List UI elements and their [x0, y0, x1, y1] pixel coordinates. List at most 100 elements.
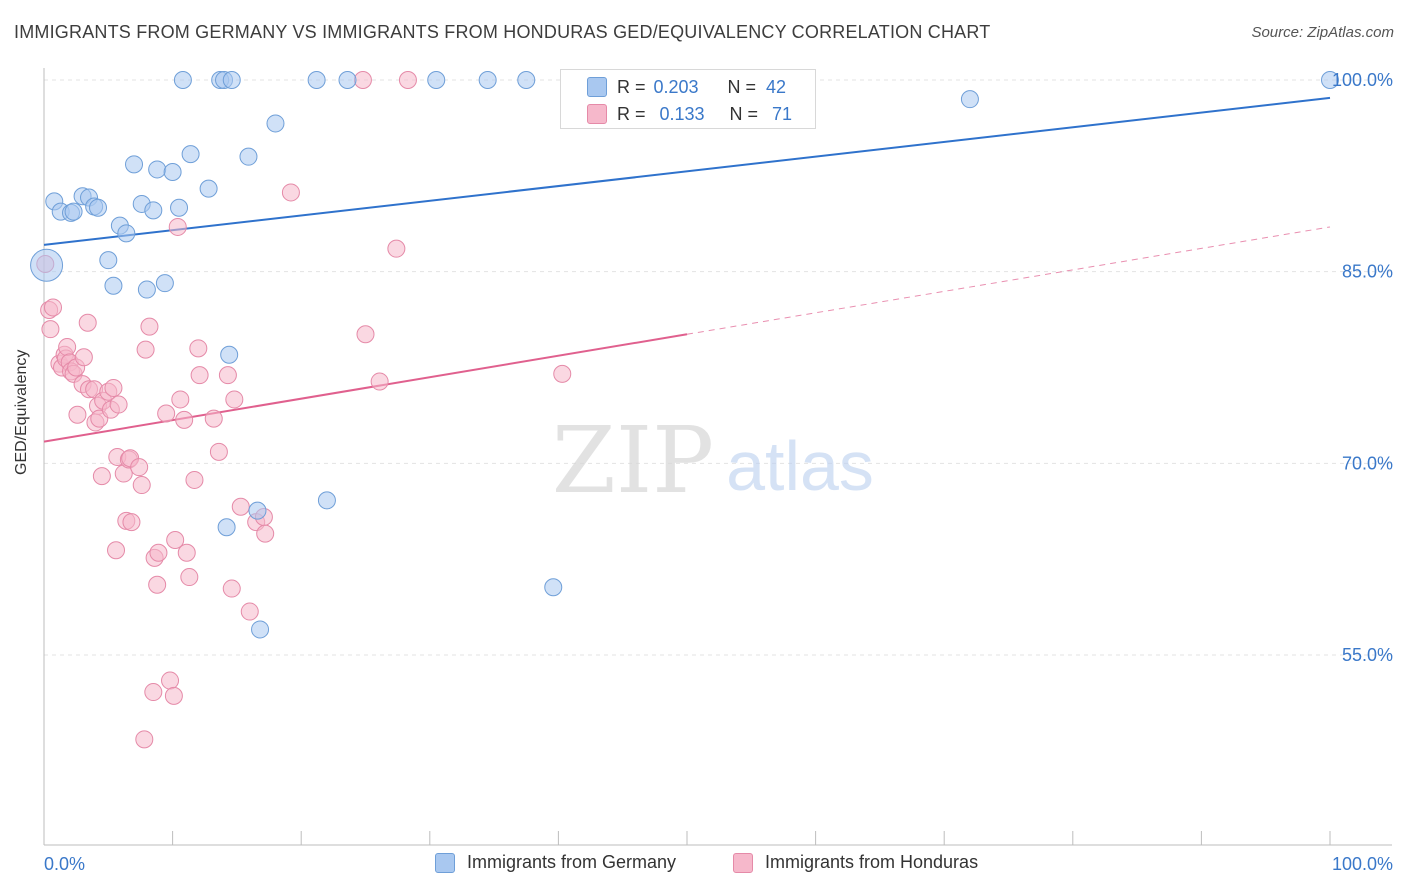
- point-honduras: [130, 458, 149, 477]
- point-germany: [266, 114, 285, 133]
- point-honduras: [149, 543, 168, 562]
- point-germany: [338, 71, 357, 89]
- point-honduras: [144, 683, 163, 702]
- legend-item-germany[interactable]: Immigrants from Germany: [435, 852, 676, 873]
- point-germany: [163, 163, 182, 181]
- grid-layer: [44, 79, 1392, 656]
- point-honduras: [132, 476, 151, 495]
- point-germany: [239, 147, 258, 166]
- stats-n-label: N =: [729, 103, 759, 124]
- point-germany: [144, 201, 163, 220]
- chart-title: IMMIGRANTS FROM GERMANY VS IMMIGRANTS FR…: [14, 22, 991, 42]
- point-honduras: [140, 317, 159, 336]
- legend-item-honduras[interactable]: Immigrants from Honduras: [733, 852, 978, 873]
- points-honduras: [36, 71, 572, 749]
- trendline-germany: [43, 96, 1331, 246]
- point-honduras: [256, 524, 275, 543]
- legend-swatch-honduras: [733, 852, 753, 873]
- points-germany: [30, 71, 1339, 639]
- point-germany: [148, 160, 167, 179]
- point-honduras: [218, 366, 237, 385]
- point-germany: [155, 274, 174, 293]
- point-honduras: [175, 410, 194, 429]
- stats-swatch-honduras: [587, 104, 607, 124]
- legend-label-germany: Immigrants from Germany: [467, 852, 677, 872]
- stats-n-value: 71: [772, 103, 793, 124]
- point-honduras: [370, 372, 389, 391]
- point-honduras: [135, 730, 154, 749]
- point-germany: [181, 145, 200, 164]
- point-honduras: [161, 671, 180, 690]
- point-germany: [64, 202, 83, 221]
- point-honduras: [122, 513, 141, 532]
- point-germany: [173, 71, 192, 89]
- point-honduras: [398, 71, 417, 89]
- point-germany: [1321, 71, 1339, 89]
- point-honduras: [204, 409, 223, 428]
- point-honduras: [148, 575, 167, 594]
- point-germany: [217, 518, 236, 537]
- y-tick-label: 55.0%: [1342, 645, 1393, 665]
- point-honduras: [189, 339, 208, 358]
- point-germany: [544, 578, 563, 597]
- stats-r-label: R =: [617, 103, 646, 124]
- y-tick-label: 100.0%: [1332, 70, 1393, 90]
- y-tick-label: 85.0%: [1342, 262, 1393, 282]
- point-germany: [478, 71, 497, 89]
- legend-label-honduras: Immigrants from Honduras: [765, 852, 979, 872]
- point-germany: [104, 276, 123, 295]
- watermark-zip: ZIP: [552, 407, 714, 514]
- point-honduras: [107, 541, 126, 560]
- point-germany: [248, 501, 267, 520]
- point-germany: [170, 198, 189, 217]
- trendline-honduras-extension: [686, 226, 1331, 335]
- tick-label-layer: 100.0% 85.0% 70.0% 55.0% 0.0% 100.0%: [44, 70, 1393, 874]
- point-germany: [30, 248, 64, 282]
- point-germany: [222, 71, 241, 89]
- point-honduras: [157, 404, 176, 423]
- y-tick-label: 70.0%: [1342, 453, 1393, 473]
- point-germany: [517, 71, 536, 89]
- point-honduras: [58, 338, 77, 357]
- stats-r-value: 0.133: [659, 103, 705, 124]
- point-honduras: [136, 340, 155, 359]
- point-honduras: [171, 390, 190, 409]
- stats-row-germany: R = 0.203 N = 42: [587, 74, 786, 100]
- point-honduras: [78, 313, 97, 332]
- trend-layer: [43, 96, 1331, 443]
- point-honduras: [166, 531, 185, 549]
- source-credit: Source: ZipAtlas.com: [1251, 24, 1394, 41]
- point-honduras: [44, 298, 63, 317]
- y-axis-title: GED/Equivalency: [13, 349, 30, 475]
- stats-swatch-germany: [587, 77, 607, 97]
- stats-n-label: N =: [727, 76, 757, 97]
- x-tick-label: 100.0%: [1332, 854, 1393, 874]
- point-honduras: [231, 497, 250, 516]
- point-honduras: [353, 71, 372, 89]
- bottom-legend: Immigrants from Germany Immigrants from …: [0, 852, 1406, 878]
- trendline-honduras: [43, 333, 688, 443]
- stats-legend: R = 0.203 N = 42 R = 0.133 N = 71: [560, 69, 816, 129]
- point-honduras: [164, 686, 183, 705]
- point-germany: [117, 224, 136, 243]
- point-honduras: [553, 364, 572, 383]
- point-honduras: [209, 442, 228, 461]
- point-germany: [99, 251, 118, 270]
- point-germany: [199, 179, 218, 198]
- legend-swatch-germany: [435, 852, 455, 873]
- point-germany: [317, 491, 336, 510]
- point-honduras: [185, 470, 204, 489]
- point-honduras: [190, 366, 209, 385]
- point-germany: [960, 90, 979, 109]
- point-honduras: [222, 579, 241, 598]
- point-honduras: [356, 325, 375, 344]
- point-honduras: [387, 239, 406, 258]
- point-germany: [125, 155, 144, 174]
- stats-r-label: R =: [617, 76, 646, 97]
- point-honduras: [177, 543, 196, 562]
- point-honduras: [41, 320, 60, 339]
- point-germany: [89, 198, 108, 217]
- point-honduras: [168, 217, 187, 236]
- point-germany: [220, 345, 239, 364]
